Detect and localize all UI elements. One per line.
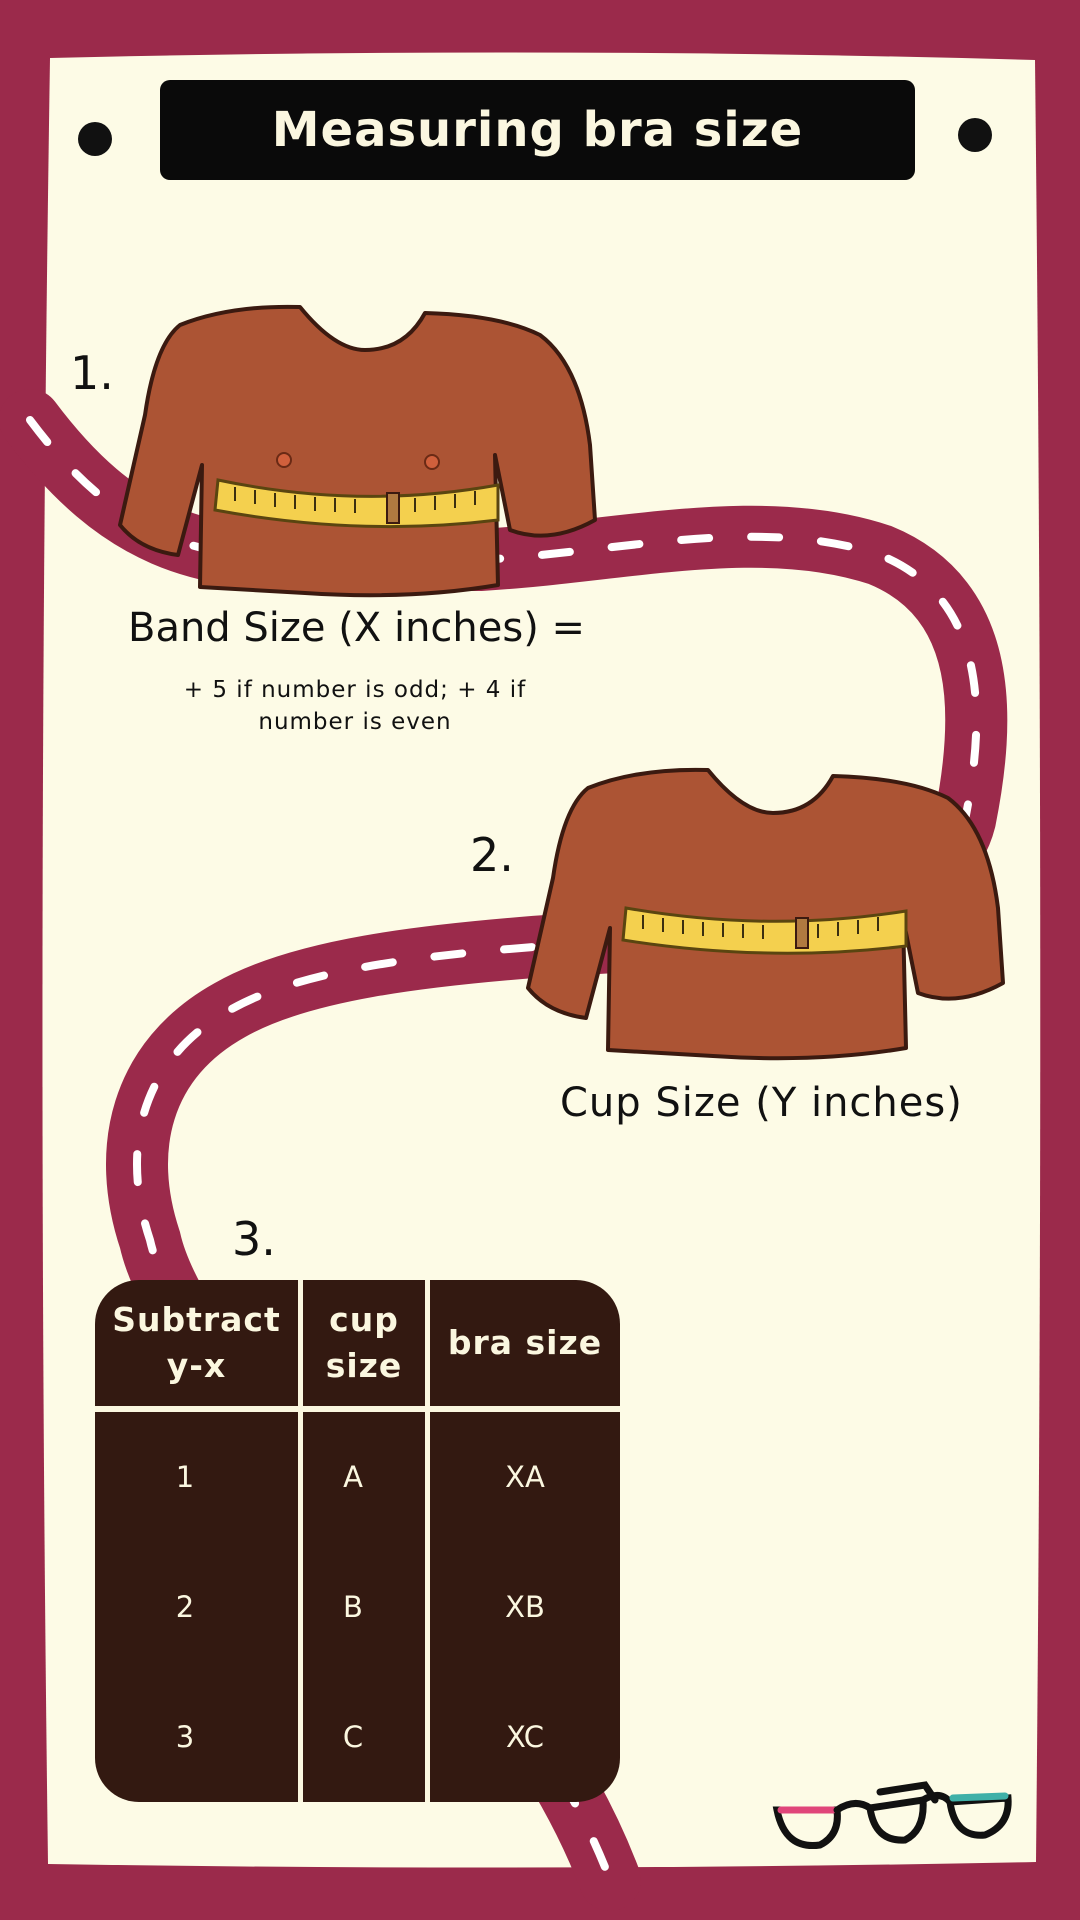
table-divider: [425, 1280, 430, 1802]
table-cell-difference: 1: [175, 1460, 195, 1494]
table-cell-bra: XC: [505, 1720, 544, 1754]
glasses-logo-icon: [772, 1781, 1012, 1850]
bra-size-table: Subtract y-x cup size bra size 1 A XA 2 …: [95, 1280, 620, 1802]
step-number-3: 3.: [232, 1212, 276, 1266]
table-cell-cup: A: [343, 1460, 363, 1494]
table-cell-cup: B: [343, 1590, 363, 1624]
table-cell-cup: C: [342, 1720, 364, 1754]
cup-size-label: Cup Size (Y inches): [560, 1080, 963, 1126]
band-size-label: Band Size (X inches) =: [128, 605, 586, 651]
pin-icon: [78, 122, 112, 156]
table-cell-difference: 3: [175, 1720, 195, 1754]
shirt-with-tape-illustration: [526, 767, 1005, 1061]
band-size-note: + 5 if number is odd; + 4 if number is e…: [183, 677, 527, 735]
table-divider: [298, 1280, 303, 1802]
pin-icon: [958, 118, 992, 152]
table-divider: [95, 1406, 620, 1412]
table-cell-bra: XA: [505, 1460, 545, 1494]
table-header-bra-size: bra size: [447, 1323, 603, 1362]
step-number-1: 1.: [70, 346, 114, 400]
page-title: Measuring bra size: [160, 80, 915, 180]
step-number-2: 2.: [470, 828, 514, 882]
table-header-cup-size: cup size: [325, 1300, 403, 1385]
shirt-with-tape-illustration: [118, 304, 597, 598]
table-header-subtract: Subtract y-x: [112, 1300, 281, 1385]
table-cell-bra: XB: [505, 1590, 545, 1624]
table-cell-difference: 2: [175, 1590, 195, 1624]
